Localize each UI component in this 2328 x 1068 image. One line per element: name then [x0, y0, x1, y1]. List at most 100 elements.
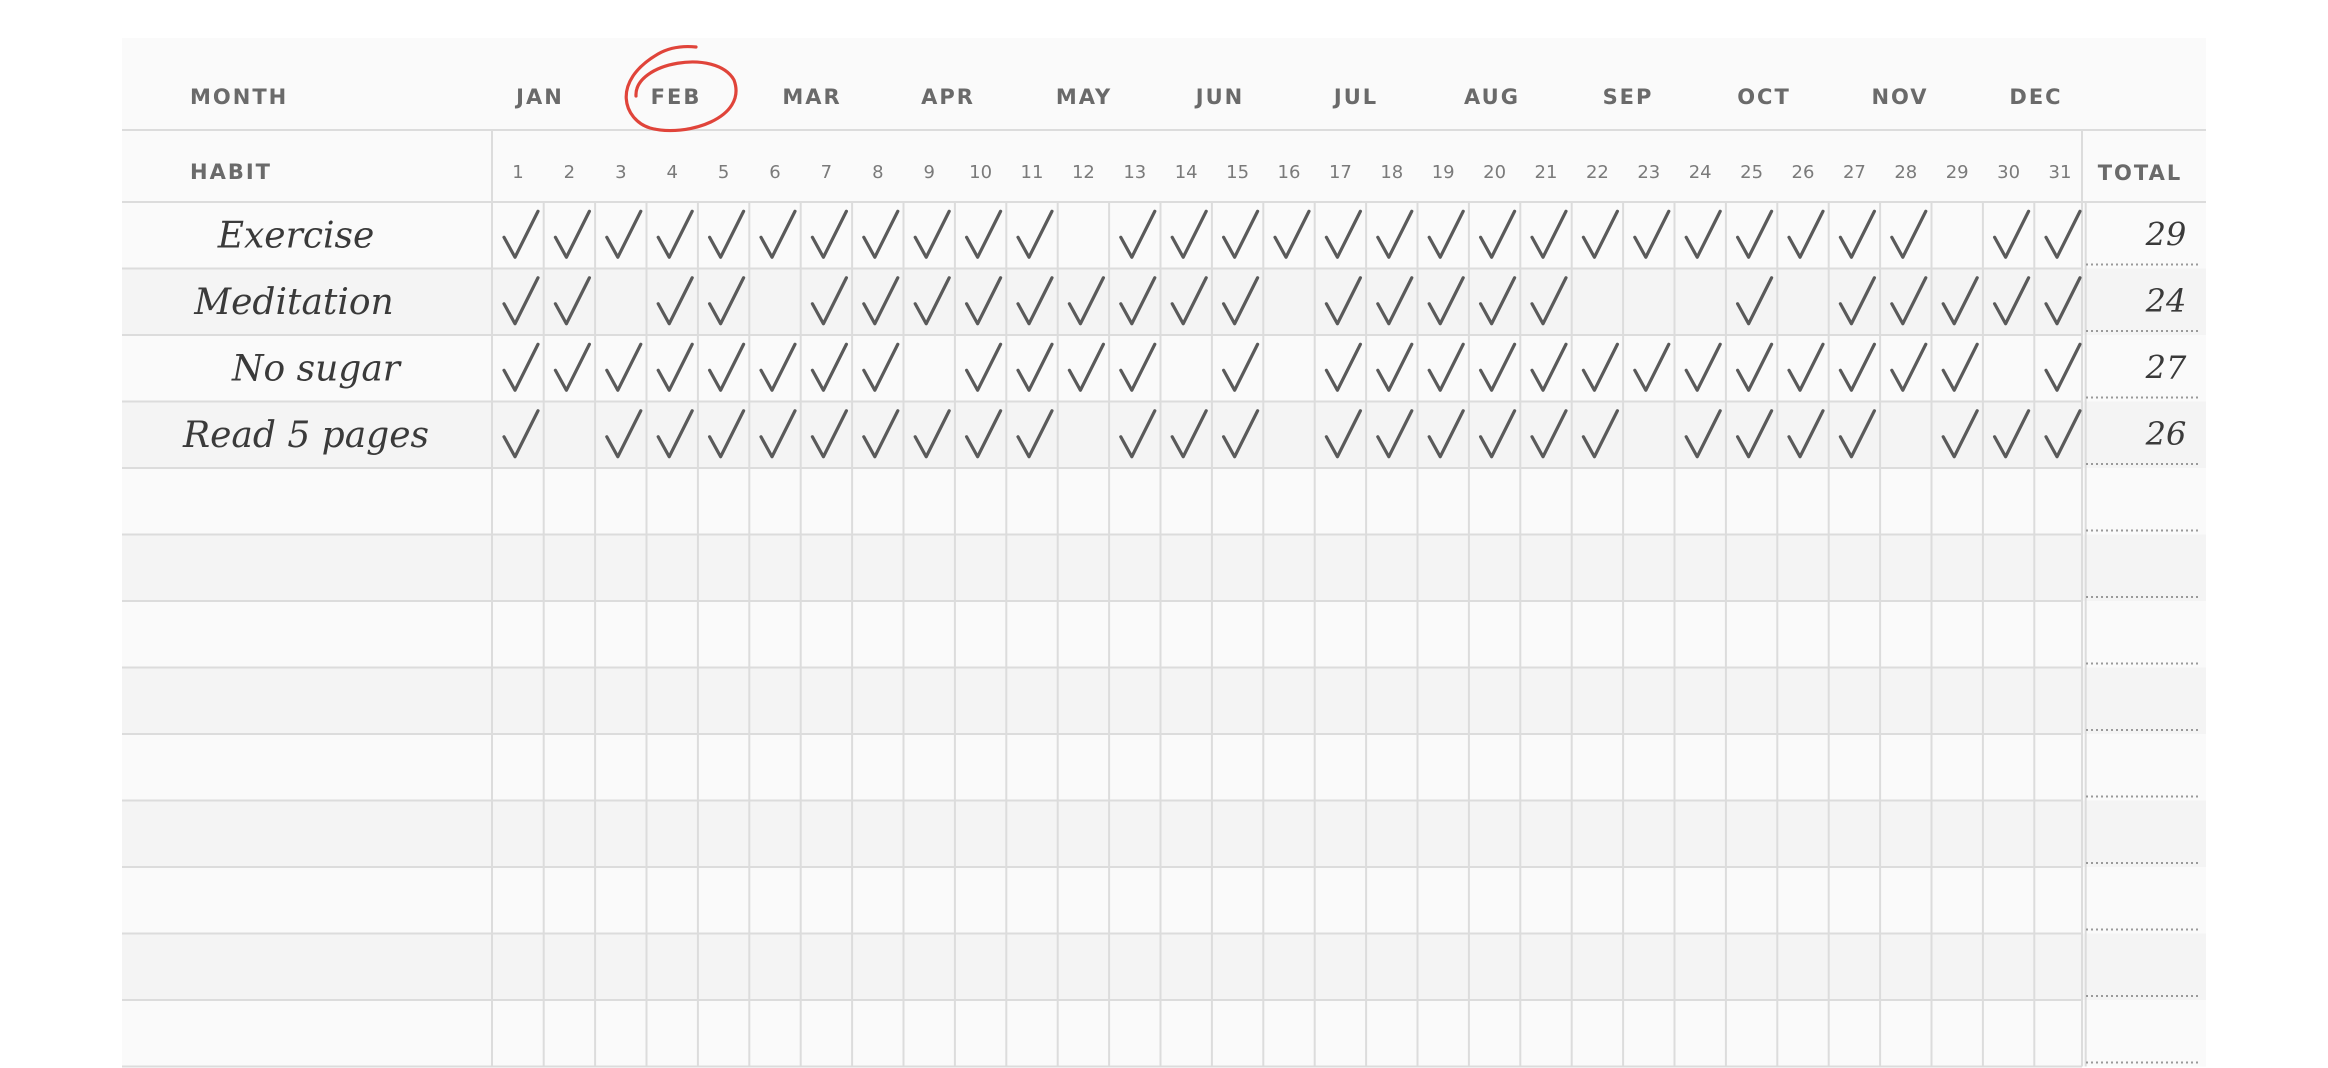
habit-name[interactable]: Read 5 pages: [182, 415, 429, 456]
checkmark-icon[interactable]: [1684, 209, 1722, 259]
checkmark-icon[interactable]: [1530, 342, 1568, 392]
checkmark-icon[interactable]: [1581, 409, 1619, 459]
checkmark-icon[interactable]: [810, 209, 848, 259]
checkmark-icon[interactable]: [810, 409, 848, 459]
month-apr[interactable]: APR: [921, 85, 975, 109]
checkmark-icon[interactable]: [1376, 409, 1414, 459]
checkmark-icon[interactable]: [1479, 209, 1517, 259]
checkmark-icon[interactable]: [965, 209, 1003, 259]
checkmark-icon[interactable]: [708, 342, 746, 392]
checkmark-icon[interactable]: [1479, 276, 1517, 326]
checkmark-icon[interactable]: [810, 342, 848, 392]
checkmark-icon[interactable]: [1993, 409, 2031, 459]
checkmark-icon[interactable]: [1324, 209, 1362, 259]
checkmark-icon[interactable]: [553, 342, 591, 392]
month-feb[interactable]: FEB: [651, 85, 702, 109]
checkmark-icon[interactable]: [1838, 342, 1876, 392]
checkmark-icon[interactable]: [2044, 409, 2082, 459]
checkmark-icon[interactable]: [1222, 342, 1260, 392]
checkmark-icon[interactable]: [1838, 409, 1876, 459]
checkmark-icon[interactable]: [1838, 209, 1876, 259]
checkmark-icon[interactable]: [1016, 342, 1054, 392]
checkmark-icon[interactable]: [1170, 409, 1208, 459]
checkmark-icon[interactable]: [1119, 409, 1157, 459]
checkmark-icon[interactable]: [1427, 276, 1465, 326]
checkmark-icon[interactable]: [1427, 209, 1465, 259]
checkmark-icon[interactable]: [759, 209, 797, 259]
checkmark-icon[interactable]: [1324, 409, 1362, 459]
checkmark-icon[interactable]: [1890, 342, 1928, 392]
checkmark-icon[interactable]: [1273, 209, 1311, 259]
checkmark-icon[interactable]: [1736, 276, 1774, 326]
checkmark-icon[interactable]: [502, 276, 540, 326]
checkmark-icon[interactable]: [862, 342, 900, 392]
checkmark-icon[interactable]: [862, 209, 900, 259]
checkmark-icon[interactable]: [965, 342, 1003, 392]
checkmark-icon[interactable]: [1324, 342, 1362, 392]
checkmark-icon[interactable]: [553, 276, 591, 326]
month-oct[interactable]: OCT: [1737, 85, 1791, 109]
checkmark-icon[interactable]: [759, 342, 797, 392]
checkmark-icon[interactable]: [1787, 342, 1825, 392]
checkmark-icon[interactable]: [656, 209, 694, 259]
checkmark-icon[interactable]: [1479, 409, 1517, 459]
checkmark-icon[interactable]: [502, 409, 540, 459]
checkmark-icon[interactable]: [1376, 342, 1414, 392]
checkmark-icon[interactable]: [759, 409, 797, 459]
checkmark-icon[interactable]: [1222, 409, 1260, 459]
checkmark-icon[interactable]: [656, 409, 694, 459]
checkmark-icon[interactable]: [1016, 276, 1054, 326]
checkmark-icon[interactable]: [1016, 409, 1054, 459]
checkmark-icon[interactable]: [1170, 276, 1208, 326]
checkmark-icon[interactable]: [1993, 276, 2031, 326]
checkmark-icon[interactable]: [1376, 209, 1414, 259]
habit-name[interactable]: Meditation: [193, 282, 394, 323]
checkmark-icon[interactable]: [656, 342, 694, 392]
checkmark-icon[interactable]: [1479, 342, 1517, 392]
checkmark-icon[interactable]: [502, 342, 540, 392]
checkmark-icon[interactable]: [1170, 209, 1208, 259]
month-nov[interactable]: NOV: [1871, 85, 1928, 109]
checkmark-icon[interactable]: [553, 209, 591, 259]
checkmark-icon[interactable]: [605, 409, 643, 459]
month-mar[interactable]: MAR: [782, 85, 841, 109]
checkmark-icon[interactable]: [1890, 209, 1928, 259]
checkmark-icon[interactable]: [1067, 342, 1105, 392]
checkmark-icon[interactable]: [1838, 276, 1876, 326]
checkmark-icon[interactable]: [1684, 409, 1722, 459]
checkmark-icon[interactable]: [1787, 209, 1825, 259]
checkmark-icon[interactable]: [1736, 342, 1774, 392]
checkmark-icon[interactable]: [913, 209, 951, 259]
checkmark-icon[interactable]: [1941, 276, 1979, 326]
month-may[interactable]: MAY: [1056, 85, 1112, 109]
checkmark-icon[interactable]: [1376, 276, 1414, 326]
checkmark-icon[interactable]: [1941, 409, 1979, 459]
checkmark-icon[interactable]: [1222, 209, 1260, 259]
checkmark-icon[interactable]: [708, 409, 746, 459]
habit-name[interactable]: Exercise: [217, 215, 375, 256]
checkmark-icon[interactable]: [965, 409, 1003, 459]
checkmark-icon[interactable]: [1581, 342, 1619, 392]
month-aug[interactable]: AUG: [1464, 85, 1520, 109]
checkmark-icon[interactable]: [1530, 409, 1568, 459]
month-jan[interactable]: JAN: [514, 85, 564, 109]
checkmark-icon[interactable]: [913, 409, 951, 459]
checkmark-icon[interactable]: [810, 276, 848, 326]
checkmark-icon[interactable]: [1530, 276, 1568, 326]
checkmark-icon[interactable]: [1119, 276, 1157, 326]
checkmark-icon[interactable]: [1427, 342, 1465, 392]
checkmark-icon[interactable]: [1633, 342, 1671, 392]
checkmark-icon[interactable]: [1530, 209, 1568, 259]
habit-name[interactable]: No sugar: [231, 348, 402, 389]
checkmark-icon[interactable]: [2044, 342, 2082, 392]
checkmark-icon[interactable]: [1787, 409, 1825, 459]
month-dec[interactable]: DEC: [2009, 85, 2062, 109]
month-sep[interactable]: SEP: [1603, 85, 1654, 109]
checkmark-icon[interactable]: [1993, 209, 2031, 259]
checkmark-icon[interactable]: [605, 342, 643, 392]
checkmark-icon[interactable]: [913, 276, 951, 326]
checkmark-icon[interactable]: [1736, 409, 1774, 459]
checkmark-icon[interactable]: [1427, 409, 1465, 459]
checkmark-icon[interactable]: [2044, 209, 2082, 259]
checkmark-icon[interactable]: [708, 209, 746, 259]
